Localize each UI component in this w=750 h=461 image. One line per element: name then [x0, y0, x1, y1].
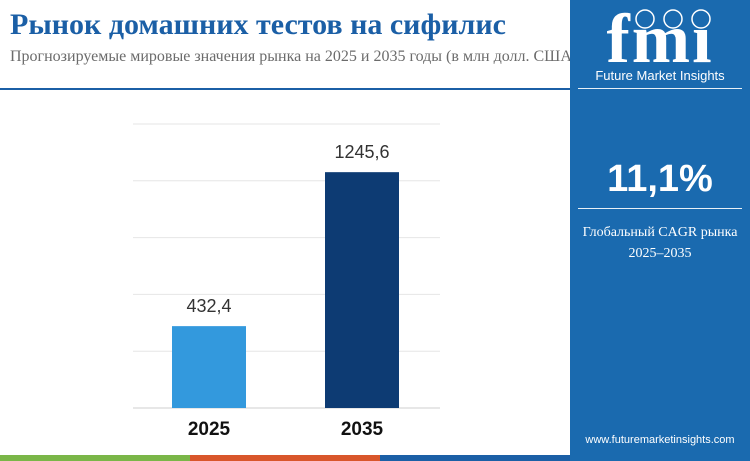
x-tick-2035: 2035 — [341, 419, 384, 440]
cagr-label: Глобальный CAGR рынка 2025–2035 — [570, 222, 750, 264]
bottom-color-strip — [0, 455, 570, 461]
globe-icon-2 — [663, 9, 683, 29]
chart-title: Рынок домашних тестов на сифилис — [10, 8, 506, 41]
bar-2025 — [172, 326, 246, 408]
globe-icon-3 — [691, 9, 711, 29]
brand-name: Future Market Insights — [595, 68, 725, 83]
bars — [172, 172, 399, 408]
header-divider — [0, 88, 570, 90]
value-labels: 432,4 1245,6 — [186, 142, 389, 316]
x-tick-labels: 2025 2035 — [188, 419, 384, 440]
strip-blue — [380, 455, 570, 461]
strip-green — [0, 455, 190, 461]
value-label-2035: 1245,6 — [334, 142, 389, 162]
bar-2035 — [325, 172, 399, 408]
value-label-2025: 432,4 — [186, 296, 231, 316]
chart-subtitle: Прогнозируемые мировые значения рынка на… — [10, 48, 578, 65]
globe-icon — [635, 9, 655, 29]
cagr-value: 11,1% — [607, 158, 713, 200]
info-sidebar: fmi Future Market Insights 11,1% Глобаль… — [570, 0, 750, 461]
website-url[interactable]: www.futuremarketinsights.com — [585, 434, 735, 446]
bar-chart: 432,4 1245,6 2025 2035 — [133, 123, 440, 440]
x-tick-2025: 2025 — [188, 419, 231, 440]
strip-orange — [190, 455, 380, 461]
fmi-logo: fmi — [606, 6, 711, 72]
cagr-label-line1: Глобальный CAGR рынка — [582, 225, 738, 240]
sidebar-rule-top — [578, 88, 742, 89]
cagr-label-line2: 2025–2035 — [628, 246, 692, 261]
sidebar-rule-mid — [578, 208, 742, 209]
